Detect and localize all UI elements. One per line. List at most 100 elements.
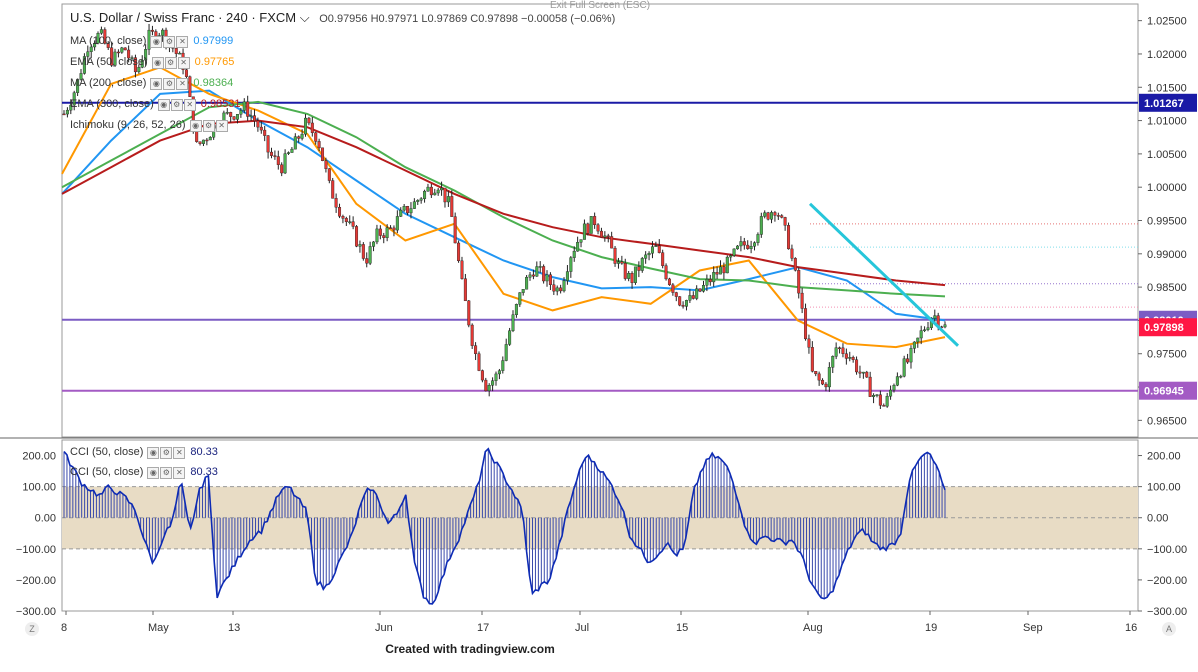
symbol-title[interactable]: U.S. Dollar / Swiss Franc · 240 · FXCM — [70, 10, 297, 25]
candle-body — [314, 132, 318, 142]
indicator-row[interactable]: EMA (50, close) ◉ ⚙ ✕ 0.97765 — [70, 55, 235, 70]
close-icon[interactable]: ✕ — [176, 36, 189, 49]
indicator-label: MA (100, close) — [70, 35, 147, 47]
close-icon[interactable]: ✕ — [183, 99, 196, 112]
cci-right-tick-label: 100.00 — [1147, 482, 1181, 494]
candle-body — [453, 216, 457, 244]
gear-icon[interactable]: ⚙ — [164, 57, 177, 70]
candle-body — [531, 274, 535, 277]
candle-body — [130, 57, 134, 59]
candle-body — [293, 136, 297, 150]
candle-body — [858, 371, 862, 374]
candle-body — [926, 327, 930, 330]
eye-icon[interactable]: ◉ — [150, 78, 163, 91]
candle-body — [433, 192, 437, 196]
candle-body — [474, 345, 478, 354]
candle-body — [640, 258, 644, 271]
log-scale-toggle[interactable]: Z — [25, 622, 39, 636]
candle-body — [906, 358, 910, 363]
candle-body — [385, 227, 389, 238]
candle-body — [569, 257, 573, 272]
cci-right-tick-label: −300.00 — [1147, 606, 1187, 618]
candle-body — [300, 133, 304, 139]
eye-icon[interactable]: ◉ — [147, 447, 160, 460]
gear-icon[interactable]: ⚙ — [163, 78, 176, 91]
candle-body — [827, 367, 831, 388]
candle-body — [508, 330, 512, 345]
candle-body — [436, 189, 440, 194]
candle-body — [256, 120, 260, 128]
symbol-dropdown-icon[interactable]: ⌵ — [299, 10, 310, 25]
date-tick-label: May — [148, 622, 169, 634]
close-icon[interactable]: ✕ — [176, 78, 189, 91]
candle-body — [127, 49, 131, 59]
candle-body — [855, 359, 859, 373]
eye-icon[interactable]: ◉ — [189, 120, 202, 133]
price-tick-label: 0.99000 — [1147, 249, 1187, 261]
date-tick-label: 19 — [925, 622, 937, 634]
gear-icon[interactable]: ⚙ — [163, 36, 176, 49]
eye-icon[interactable]: ◉ — [151, 57, 164, 70]
candle-body — [848, 357, 852, 359]
candle-body — [174, 48, 178, 54]
close-icon[interactable]: ✕ — [177, 57, 190, 70]
candle-body — [647, 252, 651, 256]
candle-body — [885, 395, 889, 407]
gear-icon[interactable]: ⚙ — [202, 120, 215, 133]
gear-icon[interactable]: ⚙ — [160, 467, 173, 480]
candle-body — [712, 272, 716, 283]
candle-body — [627, 273, 631, 279]
candle-body — [341, 216, 345, 219]
close-icon[interactable]: ✕ — [173, 447, 186, 460]
candle-body — [484, 379, 488, 392]
indicator-label: EMA (50, close) — [70, 56, 148, 68]
cci-right-tick-label: −200.00 — [1147, 575, 1187, 587]
indicator-controls: ◉ ⚙ ✕ — [189, 118, 229, 133]
candle-body — [576, 242, 580, 252]
indicator-row[interactable]: EMA (300, close) ◉ ⚙ ✕ 0.98531 — [70, 97, 241, 112]
candle-body — [229, 112, 233, 117]
candle-body — [89, 46, 93, 52]
candle-body — [637, 266, 641, 271]
date-tick-label: 15 — [676, 622, 688, 634]
candle-body — [113, 51, 117, 66]
close-icon[interactable]: ✕ — [173, 467, 186, 480]
candle-body — [763, 212, 767, 217]
candle-body — [406, 206, 410, 214]
close-icon[interactable]: ✕ — [215, 120, 228, 133]
price-tick-label: 1.00500 — [1147, 149, 1187, 161]
candle-body — [120, 47, 124, 53]
date-tick-label: Jun — [375, 622, 393, 634]
candle-body — [766, 212, 770, 220]
candle-body — [338, 207, 342, 217]
candle-body — [718, 266, 722, 275]
candle-body — [732, 248, 736, 256]
candle-body — [902, 358, 906, 377]
candle-body — [759, 216, 763, 235]
candle-body — [872, 395, 876, 397]
ohlc-readout: O0.97956 H0.97971 L0.97869 C0.97898 −0.0… — [319, 13, 616, 25]
cci-indicator-row[interactable]: CCI (50, close) ◉ ⚙ ✕ 80.33 — [70, 465, 218, 480]
cci-left-tick-label: −300.00 — [16, 606, 56, 618]
candle-body — [147, 29, 151, 50]
indicator-value: 0.97765 — [194, 56, 235, 68]
cci-indicator-row[interactable]: CCI (50, close) ◉ ⚙ ✕ 80.33 — [70, 445, 218, 460]
candle-body — [521, 289, 525, 293]
last-price-badge — [1139, 318, 1197, 337]
exit-fullscreen-label[interactable]: Exit Full Screen (ESC) — [550, 0, 651, 11]
candle-body — [943, 324, 947, 328]
indicator-row[interactable]: MA (100, close) ◉ ⚙ ✕ 0.97999 — [70, 34, 233, 49]
candle-body — [746, 244, 750, 249]
eye-icon[interactable]: ◉ — [150, 36, 163, 49]
indicator-row[interactable]: Ichimoku (9, 26, 52, 26) ◉ ⚙ ✕ — [70, 118, 233, 133]
auto-scale-toggle[interactable]: A — [1162, 622, 1176, 636]
gear-icon[interactable]: ⚙ — [170, 99, 183, 112]
indicator-row[interactable]: MA (200, close) ◉ ⚙ ✕ 0.98364 — [70, 76, 233, 91]
cci-controls: ◉ ⚙ ✕ — [147, 465, 186, 480]
eye-icon[interactable]: ◉ — [147, 467, 160, 480]
candle-body — [321, 147, 325, 161]
gear-icon[interactable]: ⚙ — [160, 447, 173, 460]
candle-body — [667, 278, 671, 286]
cci-label: CCI (50, close) — [70, 446, 144, 458]
eye-icon[interactable]: ◉ — [157, 99, 170, 112]
